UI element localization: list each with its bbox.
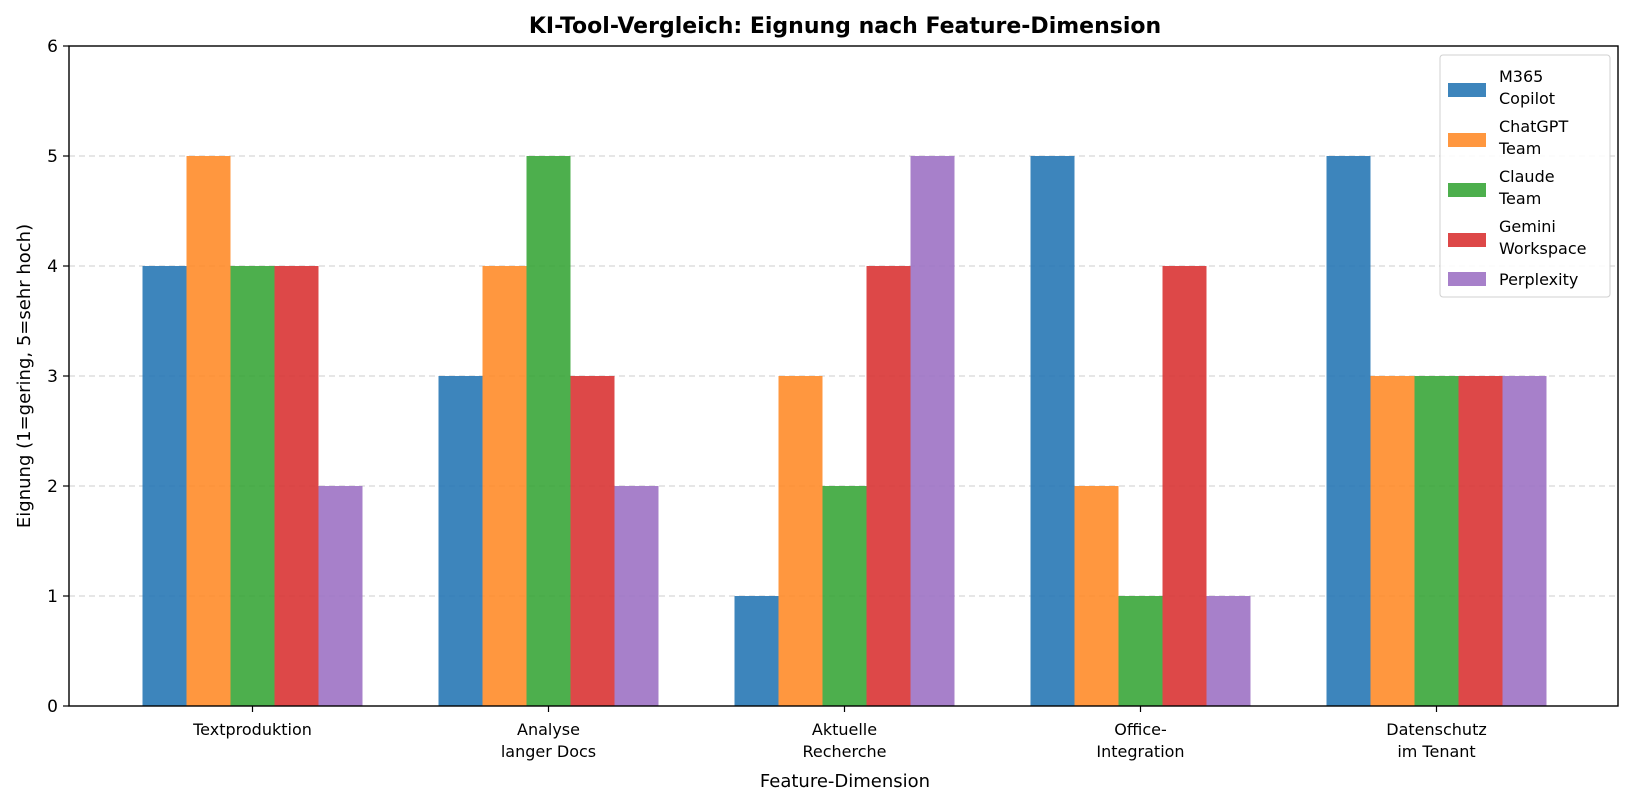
x-tick-label: Aktuelle Recherche	[802, 720, 886, 761]
legend-entry: Perplexity	[1448, 270, 1578, 289]
y-axis-label: Eignung (1=gering, 5=sehr hoch)	[14, 224, 35, 528]
bar	[778, 376, 823, 706]
bar	[526, 156, 571, 706]
bars	[142, 156, 1547, 706]
bar	[1502, 376, 1547, 706]
legend-swatch	[1448, 183, 1486, 197]
bar	[822, 486, 867, 706]
legend-swatch	[1448, 233, 1486, 247]
bar	[274, 266, 319, 706]
bar	[1118, 596, 1163, 706]
x-axis-label: Feature-Dimension	[760, 771, 930, 792]
legend-swatch	[1448, 83, 1486, 97]
legend-swatch	[1448, 272, 1486, 286]
x-tick-label: Textproduktion	[192, 720, 312, 739]
legend-entry: M365 Copilot	[1448, 67, 1555, 108]
bar	[614, 486, 659, 706]
bar	[866, 266, 911, 706]
y-axis-ticks: 0 1 2 3 4 5 6	[47, 37, 69, 717]
bar	[1326, 156, 1371, 706]
bar	[142, 266, 187, 706]
y-tick-label: 1	[47, 587, 58, 607]
legend: M365 Copilot ChatGPT Team Claude Team Gemini Wo…	[1439, 54, 1611, 298]
x-tick-label: Office-Integration	[1096, 720, 1184, 761]
legend-label: ChatGPT Team	[1498, 117, 1568, 158]
bar	[1370, 376, 1415, 706]
chart-title: KI-Tool-Vergleich: Eignung nach Feature-…	[529, 14, 1161, 39]
bar	[1030, 156, 1075, 706]
legend-entry: ChatGPT Team	[1448, 117, 1568, 158]
x-tick-label: Datenschutz im Tenant	[1386, 720, 1486, 761]
bar	[1162, 266, 1207, 706]
y-tick-label: 2	[47, 477, 58, 497]
bar	[482, 266, 527, 706]
legend-swatch	[1448, 133, 1486, 147]
legend-label: Gemini Workspace	[1499, 217, 1586, 258]
bar	[1074, 486, 1119, 706]
legend-label: M365 Copilot	[1499, 67, 1555, 108]
bar	[1458, 376, 1503, 706]
y-tick-label: 0	[47, 697, 58, 717]
y-tick-label: 4	[47, 257, 58, 277]
bar	[438, 376, 483, 706]
legend-label: Perplexity	[1499, 270, 1578, 289]
bar	[1414, 376, 1459, 706]
bar	[230, 266, 275, 706]
bar	[734, 596, 779, 706]
x-axis-ticks: Textproduktion Analyse langer Docs Aktuelle…	[192, 706, 1487, 761]
bar	[910, 156, 955, 706]
x-tick-label: Analyse langer Docs	[501, 720, 596, 761]
legend-label: Claude Team	[1498, 167, 1555, 208]
legend-entry: Gemini Workspace	[1448, 217, 1586, 258]
bar	[570, 376, 615, 706]
y-tick-label: 3	[47, 367, 58, 387]
y-tick-label: 5	[47, 147, 58, 167]
legend-entry: Claude Team	[1448, 167, 1555, 208]
bar	[1206, 596, 1251, 706]
bar	[186, 156, 231, 706]
y-tick-label: 6	[47, 37, 58, 57]
bar	[318, 486, 363, 706]
